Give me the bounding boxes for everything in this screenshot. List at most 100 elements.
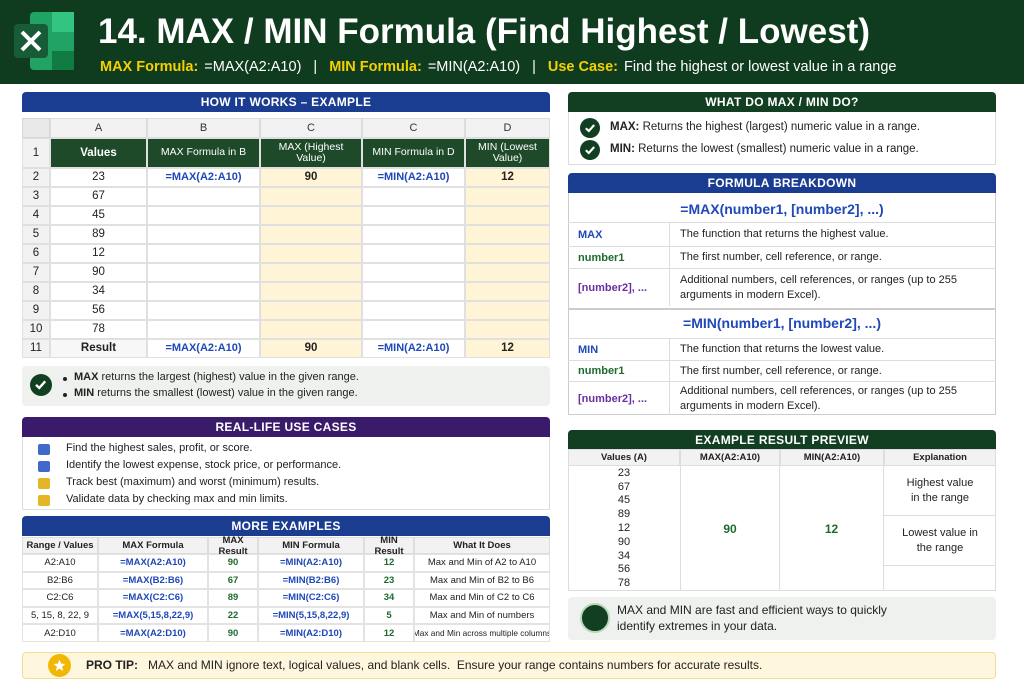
use-case-icon — [38, 461, 50, 472]
note-term: MIN — [74, 387, 95, 399]
preview-value: 12 — [617, 522, 631, 535]
sheet-cell: 90 — [260, 168, 362, 187]
breakdown-term: [number2], ... — [568, 268, 670, 306]
section-header: FORMULA BREAKDOWN — [568, 173, 996, 193]
table-cell: 90 — [208, 624, 258, 642]
preview-value: 90 — [617, 535, 631, 548]
table-cell: =MIN(5,15,8,22,9) — [258, 606, 364, 625]
sheet-cell — [362, 225, 465, 244]
bulb-icon — [580, 603, 610, 633]
subtitle-text: =MAX(A2:A10) — [204, 59, 302, 75]
breakdown-term: MIN — [568, 338, 670, 360]
note: MAX returns the largest (highest) value … — [74, 371, 359, 383]
row-number: 4 — [22, 206, 50, 225]
breakdown-desc: The first number, cell reference, or ran… — [670, 246, 996, 268]
note-text: returns the smallest (lowest) value in t… — [97, 387, 358, 399]
use-case-box — [22, 437, 550, 510]
table-cell: =MIN(B2:B6) — [258, 571, 364, 590]
table-cell: 23 — [364, 571, 414, 590]
sheet-cell — [362, 206, 465, 225]
row-number: 3 — [22, 187, 50, 206]
table-cell: A2:D10 — [22, 624, 98, 642]
preview-header: MIN(A2:A10) — [780, 449, 884, 466]
column-letter: B — [147, 118, 260, 138]
sheet-cell: 34 — [50, 282, 147, 301]
breakdown-term: MAX — [568, 222, 670, 246]
table-cell: B2:B6 — [22, 571, 98, 590]
table-cell: C2:C6 — [22, 589, 98, 607]
what-box — [568, 112, 996, 165]
sheet-cell: =MIN(A2:A10) — [362, 168, 465, 187]
sheet-cell — [465, 301, 550, 320]
sheet-cell — [465, 263, 550, 282]
star-icon — [48, 654, 71, 677]
sheet-cell: =MAX(A2:A10) — [147, 339, 260, 358]
bullet — [63, 377, 67, 381]
column-letter: A — [50, 118, 147, 138]
what-text: Returns the highest (largest) numeric va… — [642, 121, 921, 133]
preview-header: Explanation — [884, 449, 996, 466]
use-case: Validate data by checking max and min li… — [66, 493, 288, 505]
row-number: 7 — [22, 263, 50, 282]
breakdown-desc: Additional numbers, cell references, or … — [670, 381, 996, 415]
table-cell: Max and Min of B2 to B6 — [414, 571, 550, 590]
separator: | — [532, 59, 536, 75]
breakdown-term: [number2], ... — [568, 381, 670, 415]
breakdown-term: number1 — [568, 246, 670, 268]
sheet-cell: MAX Formula in B — [147, 138, 260, 168]
breakdown-desc: The first number, cell reference, or ran… — [670, 360, 996, 381]
what-term: MAX: — [610, 121, 640, 133]
check-icon — [30, 374, 52, 396]
sheet-cell: 12 — [465, 168, 550, 187]
preview-value: 78 — [617, 577, 631, 590]
note-text: returns the largest (highest) value in t… — [101, 371, 359, 383]
use-case: Track best (maximum) and worst (minimum)… — [66, 476, 320, 488]
what-item: MAX: Returns the highest (largest) numer… — [610, 121, 920, 133]
sheet-cell — [465, 244, 550, 263]
sheet-cell — [147, 263, 260, 282]
pro-tip: PRO TIP: MAX and MIN ignore text, logical… — [86, 658, 762, 672]
tip-box — [568, 597, 996, 640]
sheet-cell — [260, 301, 362, 320]
sheet-cell — [465, 225, 550, 244]
sheet-corner — [22, 118, 50, 138]
breakdown-term: number1 — [568, 360, 670, 381]
use-case-icon — [38, 495, 50, 506]
table-cell: Max and Min of numbers — [414, 606, 550, 625]
breakdown-desc: Additional numbers, cell references, or … — [670, 268, 996, 306]
preview-value: 23 — [617, 466, 631, 479]
breakdown-box — [568, 193, 996, 415]
sheet-cell — [362, 263, 465, 282]
breakdown-desc: The function that returns the lowest val… — [670, 338, 996, 360]
table-cell: =MAX(A2:A10) — [98, 554, 208, 572]
sheet-cell: 67 — [50, 187, 147, 206]
what-text: Returns the lowest (smallest) numeric va… — [638, 143, 919, 155]
row-number: 6 — [22, 244, 50, 263]
preview-value: 89 — [617, 508, 631, 521]
table-cell: 5 — [364, 606, 414, 625]
sheet-cell: MAX (Highest Value) — [260, 138, 362, 168]
formula-syntax: =MIN(number1, [number2], ...) — [683, 315, 881, 331]
note-box — [22, 366, 550, 406]
subtitle-label: MAX Formula: — [100, 59, 199, 75]
table-header: Range / Values — [22, 537, 98, 554]
table-cell: 12 — [364, 554, 414, 572]
preview-value: 34 — [617, 549, 631, 562]
sheet-cell — [147, 301, 260, 320]
sheet-cell: Result — [50, 339, 147, 358]
sheet-cell — [147, 244, 260, 263]
sheet-cell: 45 — [50, 206, 147, 225]
table-header: MIN Formula — [258, 537, 364, 554]
table-cell: 67 — [208, 571, 258, 590]
sheet-cell — [260, 282, 362, 301]
sheet-cell — [465, 282, 550, 301]
preview-value: 45 — [617, 494, 631, 507]
column-letter: C — [362, 118, 465, 138]
use-case: Identify the lowest expense, stock price… — [66, 459, 342, 471]
section-divider — [568, 308, 996, 310]
check-icon — [580, 118, 600, 138]
row-number: 10 — [22, 320, 50, 339]
sheet-cell — [260, 244, 362, 263]
sheet-cell: 56 — [50, 301, 147, 320]
